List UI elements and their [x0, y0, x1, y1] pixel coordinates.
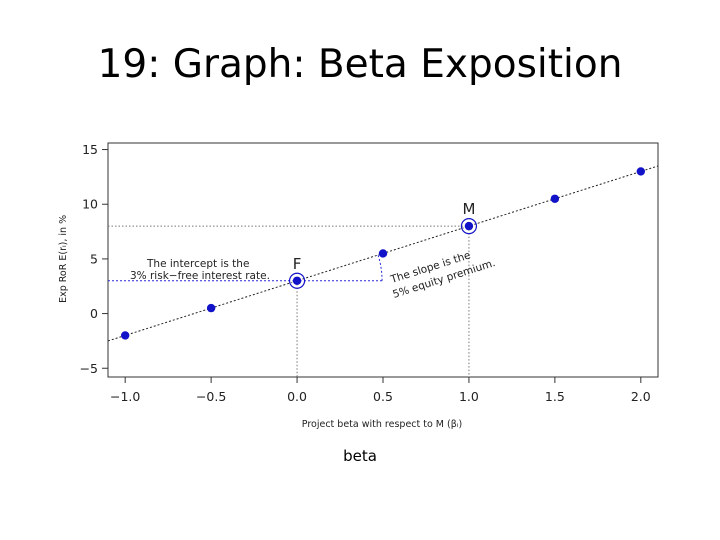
data-point	[378, 249, 388, 258]
slope-angle-arc	[377, 254, 383, 281]
guide-lines	[108, 225, 470, 377]
data-point	[636, 167, 646, 176]
intercept-annotation-line-2: 3% risk−free interest rate.	[130, 270, 270, 282]
data-points	[120, 167, 646, 340]
x-axis-label: Project beta with respect to M (βᵢ)	[302, 419, 462, 430]
x-tick-label: 0.0	[287, 389, 307, 404]
data-point	[464, 221, 474, 231]
x-axis-ticks: −1.0 −0.5 0.0 0.5 1.0 1.5 2.0	[110, 377, 651, 404]
y-tick-label: 0	[90, 306, 98, 321]
slide-caption: beta	[343, 447, 377, 465]
point-label-m: M	[462, 200, 475, 218]
y-axis-label: Exp RoR E(rᵢ), in %	[58, 215, 69, 303]
highlight-inner-ring	[291, 275, 303, 287]
highlight-inner-ring	[463, 220, 475, 232]
highlighted-points: FM	[288, 200, 478, 289]
data-point	[550, 194, 560, 203]
intercept-annotation-line-1: The intercept is the	[146, 258, 249, 270]
data-point	[120, 331, 130, 340]
x-tick-label: 1.0	[459, 389, 479, 404]
y-tick-label: 15	[82, 142, 98, 157]
x-tick-label: 2.0	[631, 389, 651, 404]
y-tick-label: 10	[82, 197, 98, 212]
x-tick-label: −1.0	[110, 389, 140, 404]
data-point	[206, 303, 216, 313]
y-tick-label: 5	[90, 251, 98, 266]
highlight-ring-f	[288, 272, 306, 289]
y-axis-ticks: −5 0 5 10 15	[80, 142, 108, 376]
y-tick-label: −5	[80, 361, 98, 376]
data-point	[292, 276, 302, 285]
x-tick-label: −0.5	[196, 389, 226, 404]
x-tick-label: 0.5	[373, 389, 393, 404]
slide-title: 19: Graph: Beta Exposition	[97, 42, 623, 87]
highlight-ring-m	[460, 218, 478, 235]
x-tick-label: 1.5	[545, 389, 565, 404]
point-label-f: F	[293, 255, 302, 273]
